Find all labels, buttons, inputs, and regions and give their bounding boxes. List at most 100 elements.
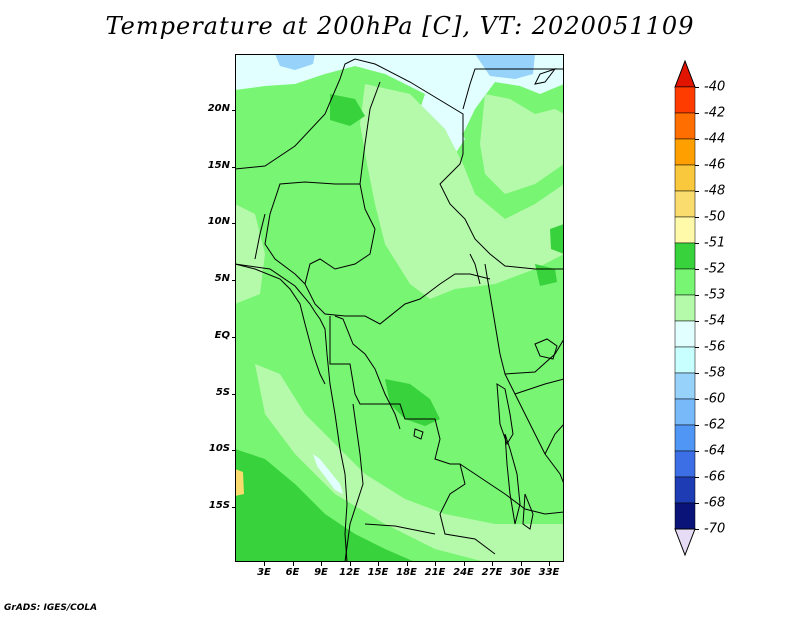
x-tick-label: 21E (424, 567, 446, 578)
x-tick-label: 33E (538, 567, 560, 578)
colorbar-top-arrow (674, 60, 696, 88)
x-tick-mark (349, 562, 351, 566)
cold-streak (313, 454, 343, 494)
x-tick-mark (378, 562, 379, 566)
y-tick-mark (232, 506, 236, 508)
colorbar-swatch (674, 502, 696, 530)
colorbar-swatch (674, 216, 696, 244)
warm-patch-2 (385, 379, 440, 426)
colorbar-swatch (674, 320, 696, 348)
colorbar-label: -40 (704, 79, 726, 95)
x-tick-mark (321, 562, 322, 566)
colorbar-tick-mark (695, 269, 699, 270)
y-tick-mark (232, 223, 236, 225)
colorbar-label: -44 (704, 131, 726, 147)
colorbar-label: -54 (704, 313, 726, 329)
colorbar-swatch (674, 346, 696, 374)
colorbar-label: -42 (704, 105, 726, 121)
colorbar-swatch (674, 242, 696, 270)
colorbar-swatch (674, 398, 696, 426)
colorbar-label: -60 (704, 391, 726, 407)
y-tick-mark (232, 166, 236, 168)
colorbar-tick-mark (695, 503, 699, 504)
colorbar-tick-mark (695, 165, 699, 166)
colorbar-label: -52 (704, 261, 726, 277)
colorbar-tick-mark (695, 347, 699, 348)
colorbar-label: -58 (704, 365, 726, 381)
pale-band-west (235, 204, 265, 304)
y-tick-mark (232, 280, 236, 282)
colorbar-label: -56 (704, 339, 726, 355)
y-tick-mark (232, 450, 236, 452)
colorbar-swatch (674, 476, 696, 504)
y-tick-mark (232, 110, 236, 111)
temperature-map (235, 54, 564, 562)
light-blue-patch-2 (475, 54, 535, 79)
x-tick-label: 15E (367, 567, 389, 578)
credit-text: GrADS: IGES/COLA (4, 603, 98, 613)
colorbar-label: -53 (704, 287, 726, 303)
x-tick-label: 6E (285, 567, 300, 578)
colorbar-label: -51 (704, 235, 726, 251)
x-tick-label: 9E (314, 567, 328, 578)
x-tick-label: 12E (339, 567, 360, 578)
colorbar-tick-mark (695, 87, 699, 88)
colorbar-tick-mark (695, 425, 699, 426)
y-tick-label: 15S (208, 499, 230, 511)
colorbar-tick-mark (695, 243, 699, 244)
country-borders (235, 58, 564, 562)
map-title: Temperature at 200hPa [C], VT: 202005110… (105, 12, 695, 40)
colorbar-tick-mark (695, 191, 699, 192)
colorbar-label: -48 (704, 183, 726, 199)
colorbar-swatch (674, 86, 696, 114)
x-tick-mark (549, 562, 550, 566)
x-tick-mark (435, 562, 436, 566)
colorbar-label: -68 (704, 495, 726, 511)
x-tick-mark (406, 562, 408, 566)
warm-patch-1 (330, 94, 365, 126)
x-tick-mark (492, 562, 493, 566)
colorbar-tick-mark (695, 529, 699, 530)
yellow-patch (235, 469, 244, 496)
y-tick-label: 5N (214, 273, 230, 285)
x-tick-mark (463, 562, 465, 566)
colorbar-bottom-arrow (674, 528, 696, 557)
colorbar-tick-mark (695, 139, 699, 140)
colorbar-tick-mark (695, 295, 699, 296)
colorbar-swatch (674, 268, 696, 296)
x-tick-label: 24E (453, 567, 474, 578)
warm-patch-3 (235, 449, 415, 562)
colorbar-swatch (674, 112, 696, 140)
colorbar-tick-mark (695, 321, 699, 322)
colorbar-swatch (674, 190, 696, 218)
light-blue-patch-1 (275, 54, 315, 70)
colorbar-label: -50 (704, 209, 726, 225)
x-tick-label: 30E (510, 567, 531, 578)
y-tick-label: EQ (214, 329, 230, 341)
x-tick-mark (292, 562, 294, 566)
colorbar-label: -62 (704, 417, 726, 433)
colorbar-tick-mark (695, 399, 699, 400)
colorbar-swatch (674, 450, 696, 478)
colorbar-swatch (674, 164, 696, 192)
y-tick-label: 20N (207, 103, 230, 114)
colorbar-label: -64 (704, 443, 726, 459)
cold-region-north (235, 54, 564, 134)
y-tick-mark (232, 393, 236, 395)
y-tick-label: 10N (207, 216, 230, 228)
y-tick-label: 10S (208, 443, 230, 455)
x-tick-label: 27E (481, 567, 503, 578)
coastlines (235, 68, 558, 562)
colorbar-label: -70 (704, 521, 726, 537)
colorbar (674, 60, 696, 557)
colorbar-swatch (674, 372, 696, 400)
colorbar-tick-mark (695, 217, 699, 218)
colorbar-tick-mark (695, 373, 699, 374)
x-tick-label: 18E (396, 567, 417, 578)
colorbar-tick-mark (695, 113, 699, 114)
pale-band-north (360, 84, 564, 299)
pale-band-east (480, 94, 564, 194)
y-tick-label: 15N (207, 159, 230, 171)
x-tick-mark (520, 562, 522, 566)
colorbar-tick-mark (695, 477, 699, 478)
